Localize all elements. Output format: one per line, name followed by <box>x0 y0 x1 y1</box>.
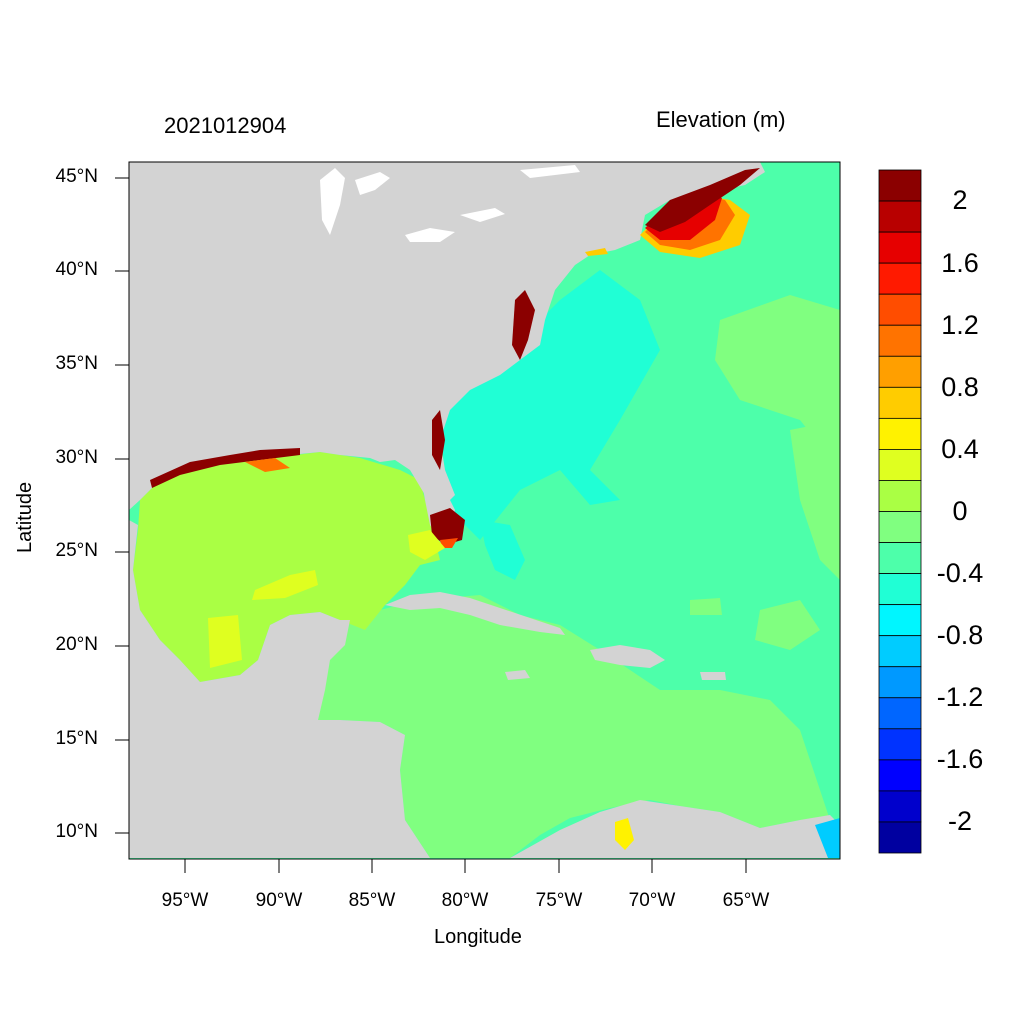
map-frame <box>128 161 841 860</box>
colorbar-label: 0 <box>952 496 968 526</box>
atlantic-shelf-water <box>440 270 660 540</box>
variable-title: Elevation (m) <box>656 107 786 132</box>
x-tick-label: 85°W <box>348 890 396 911</box>
colorbar-label: -0.8 <box>936 620 984 650</box>
colorbar-label: -1.6 <box>936 744 984 774</box>
caribbean-sea <box>310 595 830 858</box>
colorbar-label: 1.6 <box>941 248 979 278</box>
colorbar-label: 1.2 <box>941 310 979 340</box>
colorbar-swatch <box>878 573 922 606</box>
x-ticks <box>184 859 747 873</box>
date-title: 2021012904 <box>164 113 287 138</box>
y-tick-label: 35°N <box>55 353 98 374</box>
surge-nw-florida-bay <box>408 530 445 560</box>
surge-gulf-coast <box>150 448 300 488</box>
surge-gulf-of-maine <box>640 168 760 258</box>
atlantic-east-patch <box>790 420 840 580</box>
colorbar <box>878 169 922 854</box>
colorbar-swatch <box>878 728 922 761</box>
colorbar-swatch <box>878 200 922 233</box>
y-tick-label: 30°N <box>55 447 98 468</box>
surge-florida-edge <box>440 538 458 548</box>
gulf-yellow-patch-2 <box>252 570 318 600</box>
y-ticks <box>115 177 129 834</box>
x-axis-title: Longitude <box>434 926 522 948</box>
x-tick-label: 75°W <box>535 890 583 911</box>
colorbar-label: -1.2 <box>936 682 984 712</box>
colorbar-swatch <box>878 604 922 637</box>
colorbar-swatch <box>878 449 922 481</box>
east-caribbean-blue <box>815 818 840 858</box>
y-axis-title: Latitude <box>14 481 36 553</box>
colorbar-swatch <box>878 169 922 202</box>
colorbar-label: 0.4 <box>941 434 979 464</box>
great-lakes <box>320 165 580 242</box>
surge-louisiana <box>245 458 290 472</box>
land <box>129 162 840 858</box>
surge-georgia-coast <box>432 410 445 470</box>
x-tick-label: 95°W <box>161 890 209 911</box>
colorbar-swatch <box>878 821 922 854</box>
long-island-sound <box>585 248 608 256</box>
y-tick-label: 45°N <box>55 166 98 187</box>
y-tick-label: 10°N <box>55 821 98 842</box>
atlantic-patch-2 <box>755 600 820 650</box>
colorbar-swatch <box>878 355 922 388</box>
y-tick-label: 20°N <box>55 634 98 655</box>
y-tick-label: 40°N <box>55 259 98 280</box>
surge-florida <box>430 508 465 545</box>
colorbar-swatch <box>878 293 922 326</box>
colorbar-label: -0.4 <box>936 558 984 588</box>
map-area <box>129 162 840 859</box>
x-tick-label: 80°W <box>441 890 489 911</box>
atlantic-south-patch <box>690 598 722 615</box>
y-tick-label: 15°N <box>55 728 98 749</box>
x-tick-label: 70°W <box>628 890 676 911</box>
maracaibo-lake <box>615 818 634 850</box>
colorbar-swatch <box>878 324 922 357</box>
gulf-yellow-patch <box>208 615 242 668</box>
colorbar-label: 0.8 <box>941 372 979 402</box>
bahamas-banks <box>480 520 525 580</box>
colorbar-swatch <box>878 790 922 823</box>
surge-east-coast <box>512 290 535 360</box>
colorbar-label: -2 <box>947 806 972 836</box>
colorbar-swatch <box>878 417 922 450</box>
x-tick-label: 90°W <box>255 890 303 911</box>
colorbar-swatch <box>878 386 922 419</box>
colorbar-swatch <box>878 542 922 574</box>
colorbar-swatch <box>878 231 922 264</box>
colorbar-label: 2 <box>952 185 968 215</box>
x-tick-label: 65°W <box>722 890 770 911</box>
y-tick-label: 25°N <box>55 540 98 561</box>
